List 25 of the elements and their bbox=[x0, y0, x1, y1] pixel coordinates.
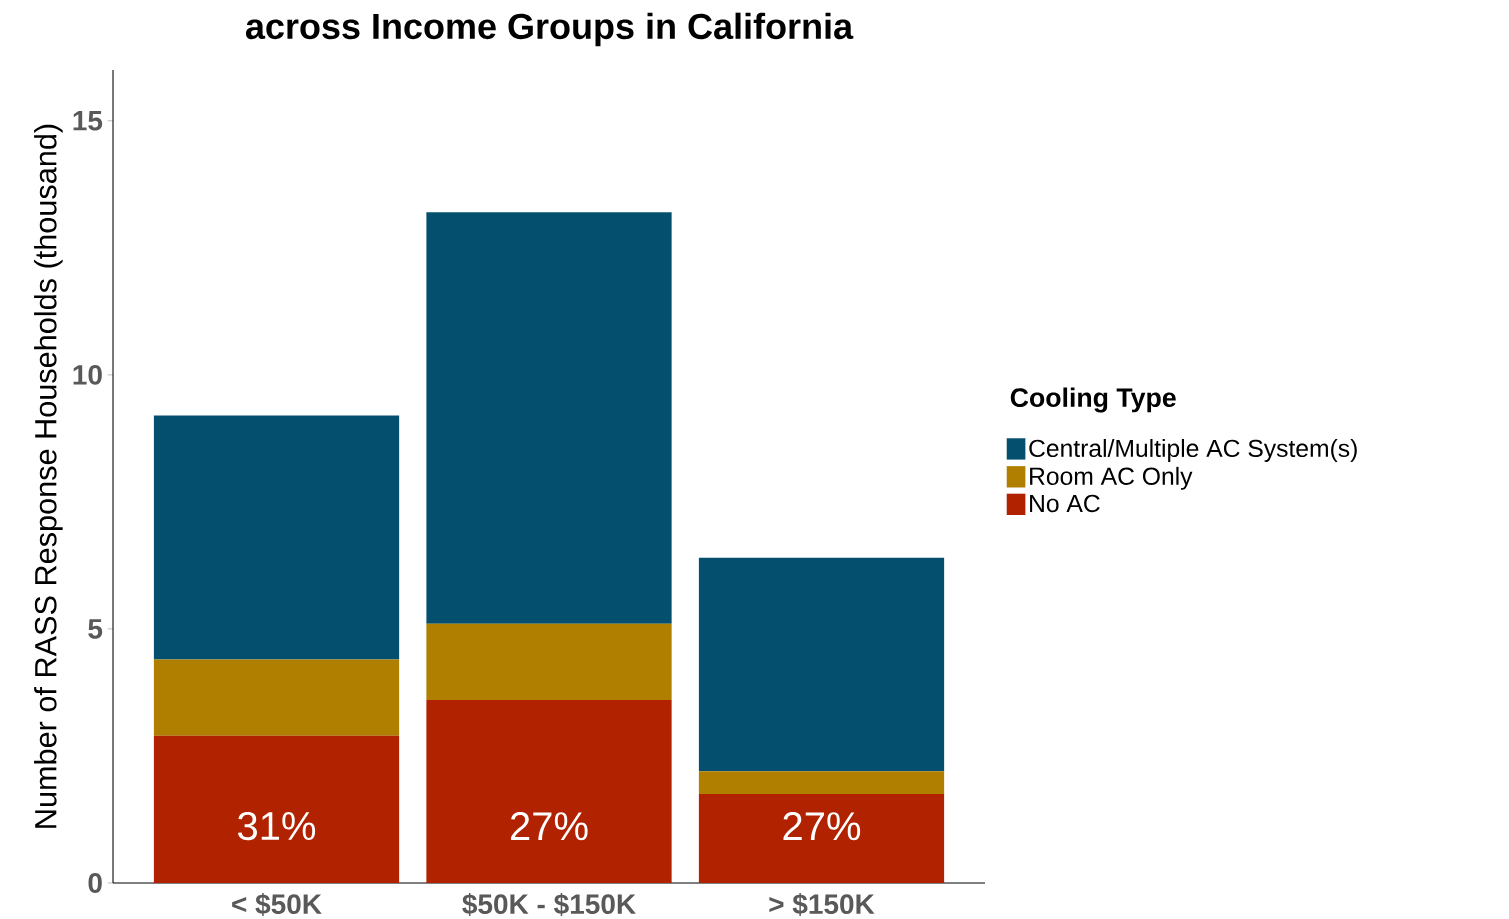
y-tick-label: 5 bbox=[88, 619, 103, 639]
y-tick-label: 15 bbox=[73, 111, 103, 131]
legend-label: Central/Multiple AC System(s) bbox=[1029, 438, 1357, 462]
y-axis-title: Number of RASS Response Households (thousand) bbox=[34, 124, 63, 828]
bar bbox=[426, 623, 672, 701]
bar bbox=[698, 557, 945, 772]
bar bbox=[426, 212, 672, 624]
y-tick-label: 10 bbox=[73, 364, 102, 385]
x-tick-label: > $150K bbox=[769, 893, 875, 916]
legend-label: No AC bbox=[1030, 494, 1100, 513]
annotation: 27% bbox=[783, 811, 861, 841]
annotation: 27% bbox=[510, 811, 588, 841]
annotation: 31% bbox=[238, 811, 316, 841]
x-tick-label: $50K - $150K bbox=[462, 893, 636, 916]
bar bbox=[698, 794, 945, 883]
bar bbox=[698, 771, 945, 795]
chart-title: across Income Groups in California bbox=[245, 12, 854, 47]
legend-title: Cooling Type bbox=[1010, 387, 1176, 413]
x-tick-label: < $50K bbox=[232, 893, 322, 916]
legend-label: Room AC Only bbox=[1030, 466, 1193, 490]
bar bbox=[153, 415, 400, 660]
bar bbox=[426, 700, 672, 883]
y-tick-label: 0 bbox=[88, 873, 102, 893]
bar bbox=[153, 735, 400, 883]
bar bbox=[153, 659, 400, 736]
